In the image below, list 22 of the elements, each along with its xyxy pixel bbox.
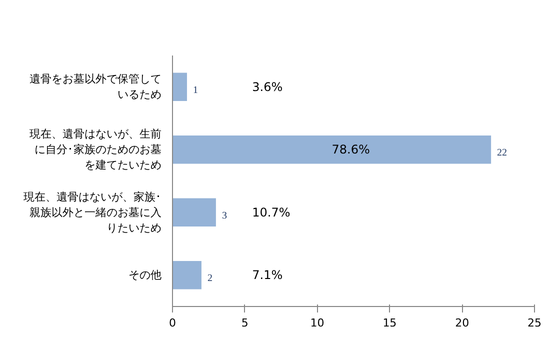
bar (172, 198, 216, 226)
y-tick-label: 遺骨をお墓以外で保管しているため (30, 72, 162, 102)
x-tick-label: 20 (455, 316, 470, 330)
x-tick-label: 10 (310, 316, 324, 330)
x-tick-label: 5 (241, 316, 248, 330)
x-tick-label: 0 (169, 316, 176, 330)
data-label: 3 (222, 210, 227, 222)
bar (172, 72, 187, 101)
x-tick-label: 25 (528, 316, 542, 330)
y-tick-label: 現在、遺骨はないが、生前に自分･家族のためのお墓を建てたいため (30, 128, 162, 172)
y-tick-label: その他 (128, 268, 162, 282)
annotation: 3.6% (252, 80, 283, 94)
data-label: 22 (497, 148, 508, 159)
annotation: 10.7% (252, 205, 290, 220)
bar (172, 261, 202, 290)
annotation: 7.1% (252, 268, 283, 282)
y-tick-label: 現在、遺骨はないが、家族･親族以外と一緒のお墓に入りたいため (24, 190, 162, 234)
data-label: 1 (192, 84, 198, 96)
data-label: 2 (207, 273, 212, 284)
annotation: 78.6% (332, 142, 370, 157)
x-tick-label: 15 (382, 316, 397, 330)
bar (172, 136, 492, 164)
